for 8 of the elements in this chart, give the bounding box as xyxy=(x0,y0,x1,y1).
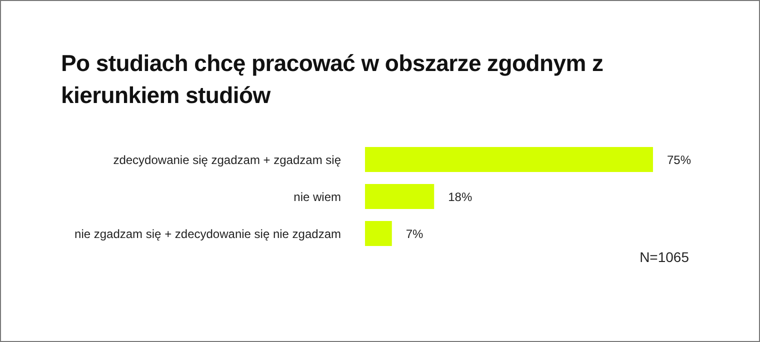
y-tick-label: nie zgadzam się + zdecydowanie się nie zgadzam xyxy=(74,226,342,241)
data-label: 75% xyxy=(667,152,692,167)
y-tick-label: zdecydowanie się zgadzam + zgadzam się xyxy=(113,152,342,167)
data-label: 7% xyxy=(406,226,424,241)
data-label: 18% xyxy=(448,190,472,204)
chart-title: Po studiach chcę pracować w obszarze zgodnym z kierunkiem studiów xyxy=(61,49,604,110)
y-tick-label: nie wiem xyxy=(294,190,341,204)
annotation: N=1065 xyxy=(640,249,689,265)
